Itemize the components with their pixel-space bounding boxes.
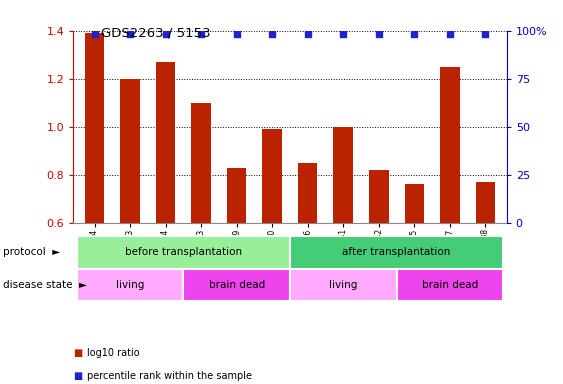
Bar — [440, 67, 459, 367]
Bar — [298, 163, 318, 367]
Point — [410, 31, 419, 37]
Bar — [333, 127, 353, 367]
Text: percentile rank within the sample: percentile rank within the sample — [87, 371, 252, 381]
Bar — [191, 103, 211, 367]
Text: protocol  ►: protocol ► — [3, 247, 60, 257]
Bar — [184, 269, 290, 301]
Text: disease state  ►: disease state ► — [3, 280, 87, 290]
Bar — [476, 182, 495, 367]
Point — [232, 31, 241, 37]
Bar — [262, 129, 282, 367]
Bar — [227, 167, 247, 367]
Bar — [156, 62, 175, 367]
Point — [90, 31, 99, 37]
Text: living: living — [116, 280, 144, 290]
Text: brain dead: brain dead — [422, 280, 478, 290]
Point — [374, 31, 383, 37]
Bar — [77, 236, 290, 269]
Point — [481, 31, 490, 37]
Text: log10 ratio: log10 ratio — [87, 348, 140, 358]
Bar — [290, 269, 396, 301]
Point — [339, 31, 348, 37]
Bar — [396, 269, 503, 301]
Point — [126, 31, 135, 37]
Point — [196, 31, 205, 37]
Bar — [290, 236, 503, 269]
Text: ■: ■ — [73, 348, 82, 358]
Point — [445, 31, 454, 37]
Point — [267, 31, 276, 37]
Text: ■: ■ — [73, 371, 82, 381]
Bar — [369, 170, 388, 367]
Point — [161, 31, 170, 37]
Text: brain dead: brain dead — [208, 280, 265, 290]
Text: after transplantation: after transplantation — [342, 247, 451, 258]
Bar — [120, 79, 140, 367]
Text: living: living — [329, 280, 358, 290]
Text: GDS2263 / 5153: GDS2263 / 5153 — [101, 27, 211, 40]
Point — [303, 31, 312, 37]
Text: before transplantation: before transplantation — [125, 247, 242, 258]
Bar — [405, 184, 424, 367]
Bar — [85, 33, 104, 367]
Bar — [77, 269, 184, 301]
